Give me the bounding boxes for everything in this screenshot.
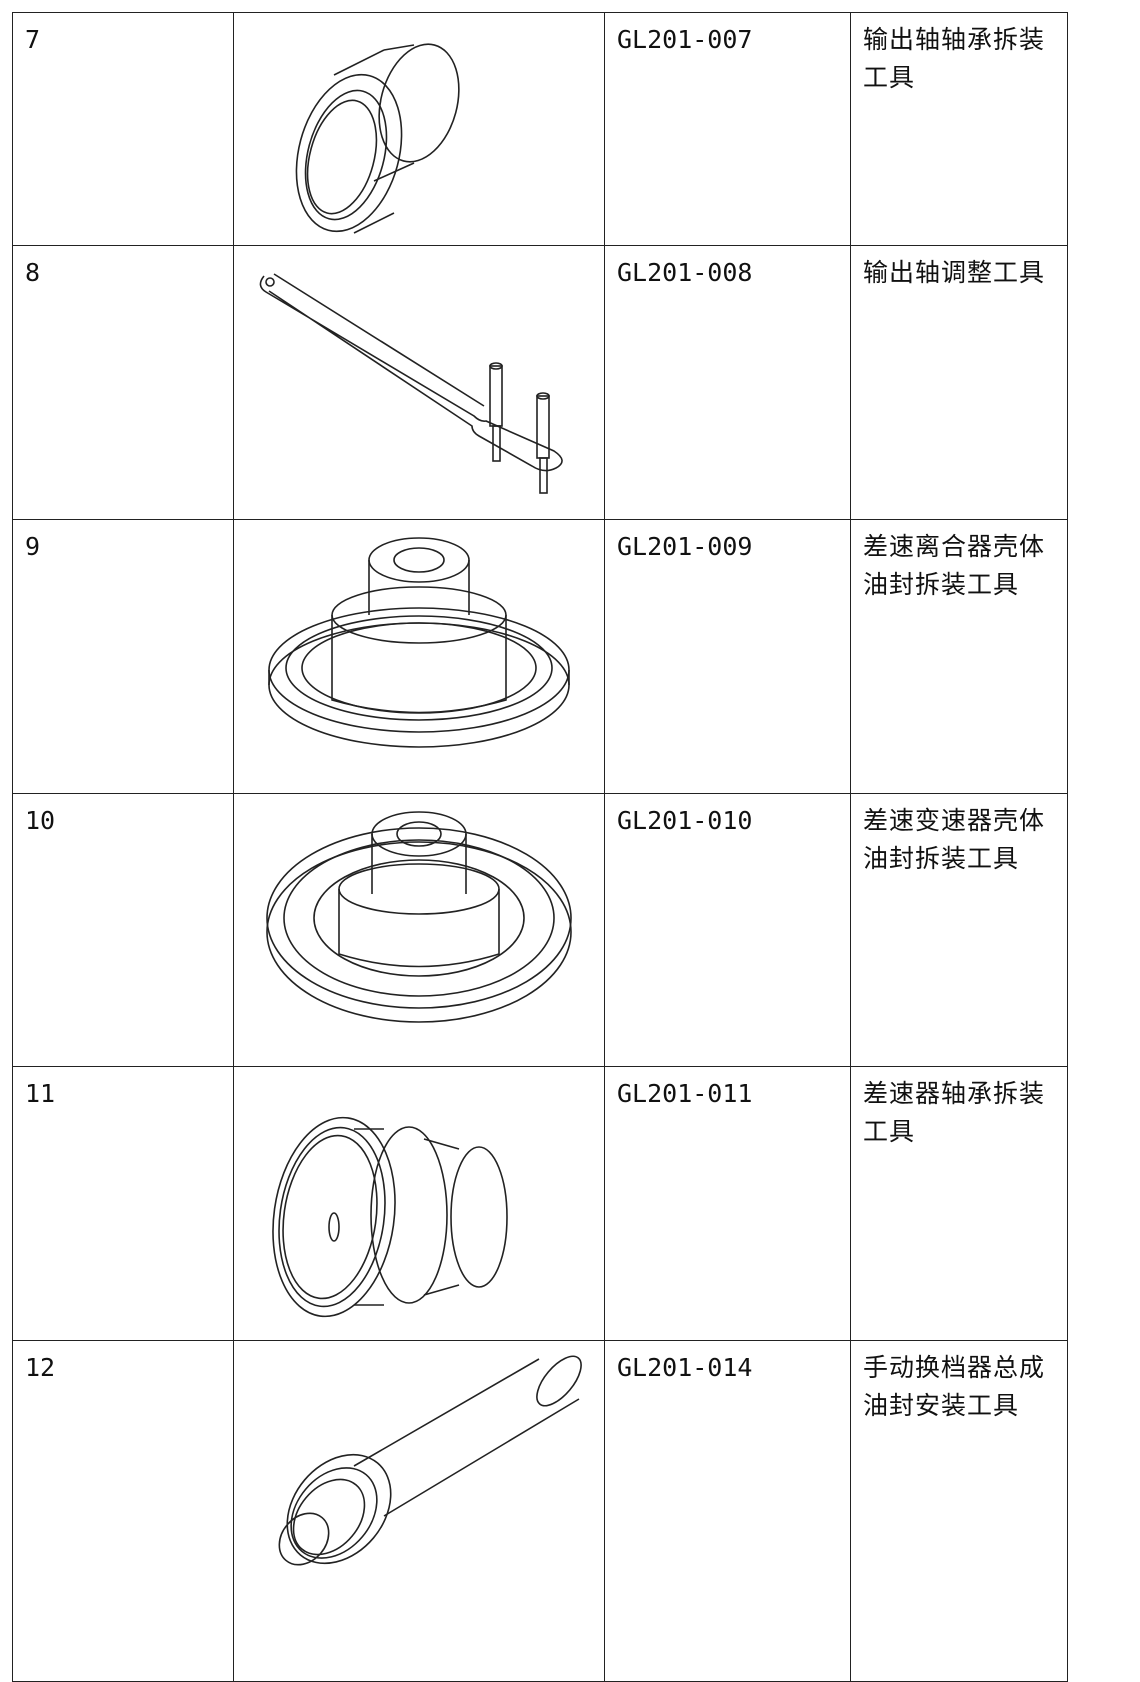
tool-image-cell [233,1066,605,1341]
item-number: 9 [12,519,234,794]
table-row: 12 GL201-014 手动换档器总成油封安装工具 [12,1340,1068,1682]
tool-name: 手动换档器总成油封安装工具 [850,1340,1068,1682]
tool-image-cell [233,519,605,794]
tool-image-cell [233,12,605,246]
tool-image-cell [233,245,605,520]
item-number: 11 [12,1066,234,1341]
table-row: 11 GL201-011 差速器轴承拆装工具 [12,1066,1068,1341]
tool-name: 差速变速器壳体油封拆装工具 [850,793,1068,1067]
tool-name: 差速器轴承拆装工具 [850,1066,1068,1341]
item-number: 8 [12,245,234,520]
tool-drawing [272,1116,508,1318]
tool-drawing [295,43,460,234]
tool-drawing [266,811,572,1023]
tool-code: GL201-009 [604,519,851,794]
item-number: 12 [12,1340,234,1682]
tool-code: GL201-008 [604,245,851,520]
tool-code: GL201-014 [604,1340,851,1682]
item-number: 7 [12,12,234,246]
tool-drawing [259,273,563,494]
tool-code: GL201-010 [604,793,851,1067]
tool-name: 输出轴调整工具 [850,245,1068,520]
tool-name: 差速离合器壳体油封拆装工具 [850,519,1068,794]
item-number: 10 [12,793,234,1067]
tool-name: 输出轴轴承拆装工具 [850,12,1068,246]
tool-table: 7 GL201-007 输出轴轴承拆装工具 8 [12,12,1068,1682]
table-row: 7 GL201-007 输出轴轴承拆装工具 [12,12,1068,246]
tool-image-cell [233,793,605,1067]
table-row: 8 GL201-008 输出轴调整工具 [12,245,1068,520]
tool-code: GL201-007 [604,12,851,246]
tool-code: GL201-011 [604,1066,851,1341]
tool-drawing [268,537,570,748]
tool-drawing [278,1355,582,1566]
table-row: 10 GL201-010 差速变速器壳体油封拆装工具 [12,793,1068,1067]
table-row: 9 GL201-009 差速离合器壳体油封拆装工具 [12,519,1068,794]
tool-image-cell [233,1340,605,1682]
